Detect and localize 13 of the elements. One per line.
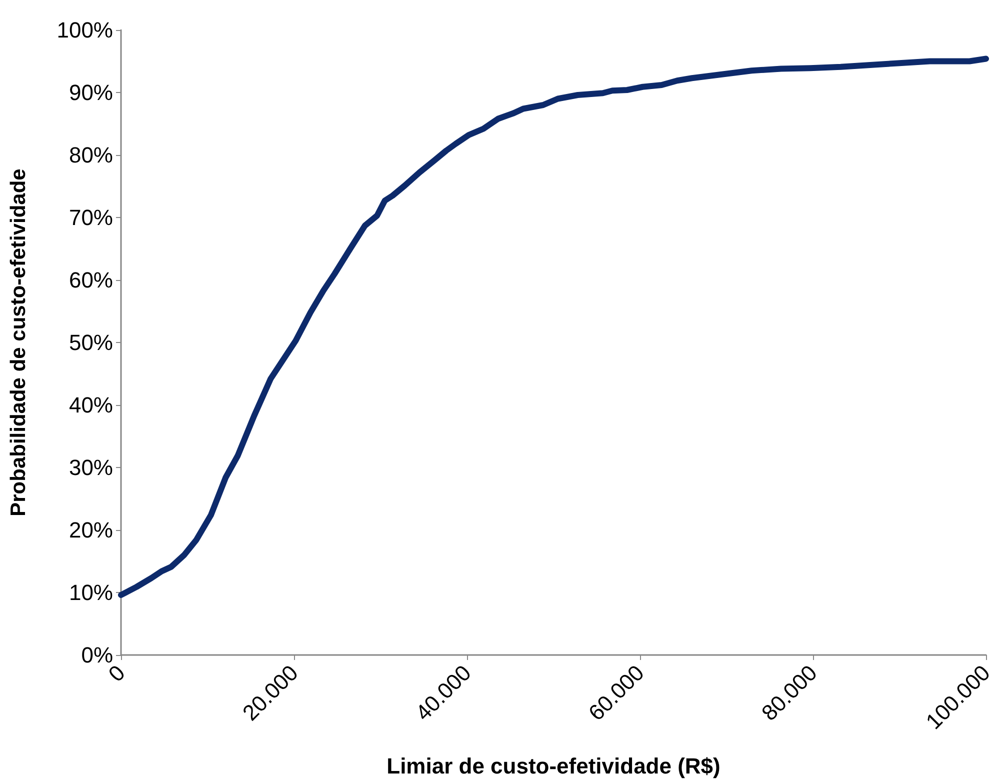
y-tick-label: 10% [68, 580, 113, 605]
y-tick-label: 100% [56, 18, 113, 42]
y-tick-label: 70% [68, 205, 113, 230]
y-tick-label: 0% [81, 642, 113, 668]
y-axis-title: Probabilidade de custo-efetividade [7, 168, 30, 516]
y-tick-label: 60% [68, 268, 113, 292]
y-tick-label: 80% [68, 142, 113, 168]
y-tick-label: 90% [68, 80, 113, 105]
y-tick-label: 20% [68, 518, 113, 542]
y-tick-label: 40% [68, 392, 113, 418]
y-tick-label: 50% [68, 330, 113, 355]
x-axis-title: Limiar de custo-efetividade (R$) [386, 754, 720, 778]
y-tick-label: 30% [68, 455, 113, 480]
